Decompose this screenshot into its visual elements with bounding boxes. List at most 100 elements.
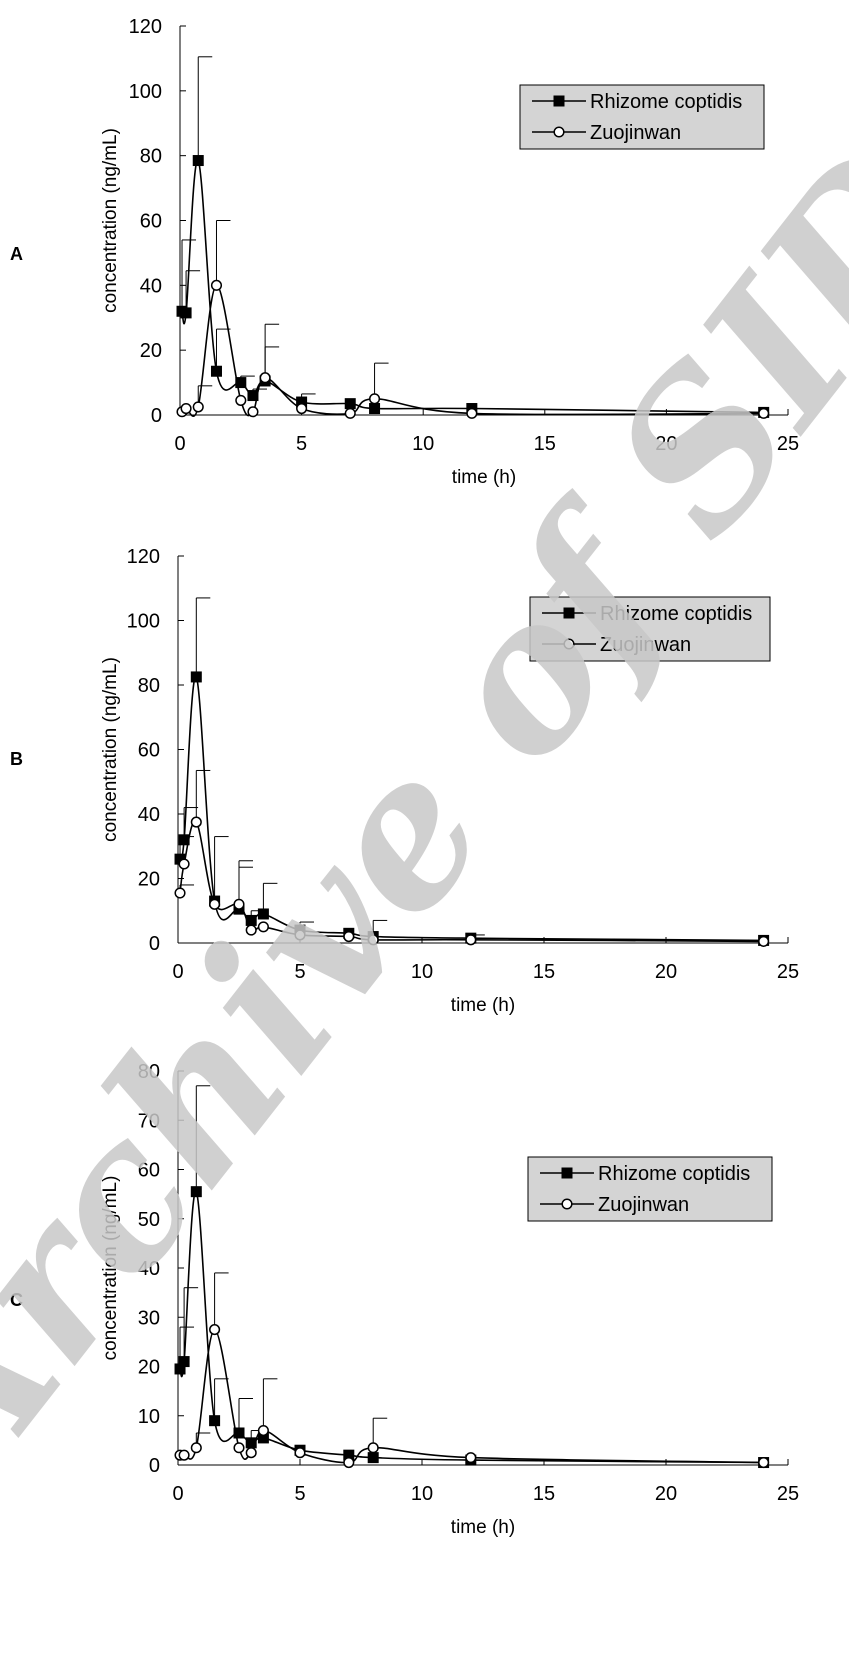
data-point-square bbox=[209, 1415, 221, 1427]
x-tick-label: 0 bbox=[174, 433, 185, 455]
x-axis-title: time (h) bbox=[451, 1517, 515, 1538]
legend: Rhizome coptidis Zuojinwan bbox=[519, 84, 765, 150]
y-tick-label: 70 bbox=[138, 1110, 160, 1132]
data-point-circle bbox=[233, 898, 245, 910]
series-zuojinwan bbox=[174, 769, 770, 947]
data-point-square bbox=[245, 1437, 257, 1449]
x-tick-label: 25 bbox=[777, 433, 799, 455]
data-point-square bbox=[296, 396, 308, 408]
legend-label: Rhizome coptidis bbox=[600, 603, 752, 625]
y-axis-title: concentration (ng/mL) bbox=[100, 657, 121, 842]
series-zuojinwan bbox=[176, 220, 770, 419]
y-tick-label: 120 bbox=[129, 16, 162, 38]
data-point-circle bbox=[257, 1424, 269, 1437]
data-point-square bbox=[178, 1356, 190, 1368]
x-axis-title: time (h) bbox=[451, 995, 515, 1016]
x-tick-label: 10 bbox=[411, 961, 433, 983]
legend-label: Zuojinwan bbox=[590, 122, 681, 144]
x-tick-label: 15 bbox=[533, 961, 555, 983]
data-point-circle bbox=[259, 372, 271, 384]
data-point-circle bbox=[257, 921, 269, 933]
data-point-square bbox=[257, 908, 269, 920]
watermark-text: Archive of SID bbox=[0, 108, 849, 1540]
data-point-square bbox=[245, 914, 257, 926]
y-tick-label: 120 bbox=[127, 546, 160, 568]
data-point-square bbox=[367, 1452, 379, 1464]
panel-letter: A bbox=[10, 244, 23, 264]
x-tick-label: 5 bbox=[296, 433, 307, 455]
x-tick-label: 5 bbox=[294, 1483, 305, 1505]
data-point-circle bbox=[190, 1442, 202, 1454]
data-point-circle bbox=[343, 1456, 355, 1469]
data-point-circle bbox=[758, 1456, 770, 1469]
data-point-circle bbox=[190, 816, 202, 828]
chart-panel-a: A 0 20 40 60 80 100 120 0 5 10 15 20 25 time (h) concen… bbox=[10, 16, 799, 488]
data-point-circle bbox=[209, 1324, 221, 1336]
y-tick-label: 20 bbox=[140, 340, 162, 362]
panel-letter: C bbox=[10, 1290, 23, 1310]
data-point-circle bbox=[344, 407, 356, 419]
data-point-square bbox=[174, 853, 186, 865]
data-point-circle bbox=[294, 1447, 306, 1459]
y-tick-label: 100 bbox=[127, 611, 160, 633]
data-point-circle bbox=[561, 1198, 573, 1210]
y-tick-label: 40 bbox=[138, 1258, 160, 1280]
y-tick-label: 20 bbox=[138, 1357, 160, 1379]
y-tick-label: 10 bbox=[138, 1406, 160, 1428]
y-tick-label: 0 bbox=[149, 1455, 160, 1477]
x-tick-label: 20 bbox=[655, 433, 677, 455]
data-point-circle bbox=[465, 1452, 477, 1464]
data-point-circle bbox=[466, 407, 478, 419]
x-tick-label: 5 bbox=[294, 961, 305, 983]
legend-label: Rhizome coptidis bbox=[598, 1163, 750, 1185]
y-tick-label: 100 bbox=[129, 81, 162, 103]
x-tick-label: 25 bbox=[777, 961, 799, 983]
data-point-circle bbox=[178, 1449, 190, 1461]
x-tick-label: 0 bbox=[172, 1483, 183, 1505]
series-zuojinwan bbox=[174, 1272, 770, 1469]
data-point-circle bbox=[174, 887, 186, 899]
data-point-circle bbox=[210, 279, 223, 291]
data-point-circle bbox=[465, 934, 477, 946]
y-tick-label: 80 bbox=[138, 1061, 160, 1083]
data-point-square bbox=[180, 307, 192, 319]
x-tick-label: 20 bbox=[655, 1483, 677, 1505]
data-point-square bbox=[561, 1167, 573, 1179]
data-point-circle bbox=[180, 402, 192, 415]
y-tick-label: 80 bbox=[140, 146, 162, 168]
legend: Rhizome coptidis Zuojinwan bbox=[529, 596, 771, 662]
data-point-circle bbox=[553, 126, 565, 138]
x-tick-label: 10 bbox=[412, 433, 434, 455]
data-point-square bbox=[257, 1432, 269, 1444]
x-axis-title: time (h) bbox=[452, 467, 516, 488]
data-point-circle bbox=[209, 898, 221, 910]
legend-label: Zuojinwan bbox=[598, 1194, 689, 1216]
panel-letter: B bbox=[10, 749, 23, 769]
data-point-circle bbox=[369, 393, 381, 405]
data-point-square bbox=[233, 1427, 245, 1439]
x-tick-label: 0 bbox=[172, 961, 183, 983]
y-tick-label: 50 bbox=[138, 1209, 160, 1231]
chart-panel-c: C 0 10 20 30 40 50 60 70 80 0 5 10 15 20 25 time (h) conc… bbox=[10, 1061, 799, 1538]
y-tick-label: 40 bbox=[138, 804, 160, 826]
legend: Rhizome coptidis Zuojinwan bbox=[527, 1156, 773, 1222]
y-tick-label: 0 bbox=[149, 933, 160, 955]
y-tick-label: 60 bbox=[138, 1160, 160, 1182]
x-tick-label: 15 bbox=[533, 1483, 555, 1505]
data-point-square bbox=[344, 398, 356, 410]
y-axis-title: concentration (ng/mL) bbox=[100, 128, 121, 313]
data-point-circle bbox=[367, 1442, 379, 1454]
data-point-circle bbox=[178, 858, 190, 870]
y-tick-label: 30 bbox=[138, 1307, 160, 1329]
series-line bbox=[179, 1190, 764, 1464]
x-tick-label: 10 bbox=[411, 1483, 433, 1505]
data-point-circle bbox=[758, 407, 770, 419]
y-tick-label: 80 bbox=[138, 675, 160, 697]
data-point-square bbox=[563, 607, 575, 619]
y-tick-label: 40 bbox=[140, 275, 162, 297]
data-point-circle bbox=[235, 394, 247, 406]
data-point-square bbox=[190, 671, 202, 683]
y-tick-label: 0 bbox=[151, 405, 162, 427]
x-tick-label: 25 bbox=[777, 1483, 799, 1505]
